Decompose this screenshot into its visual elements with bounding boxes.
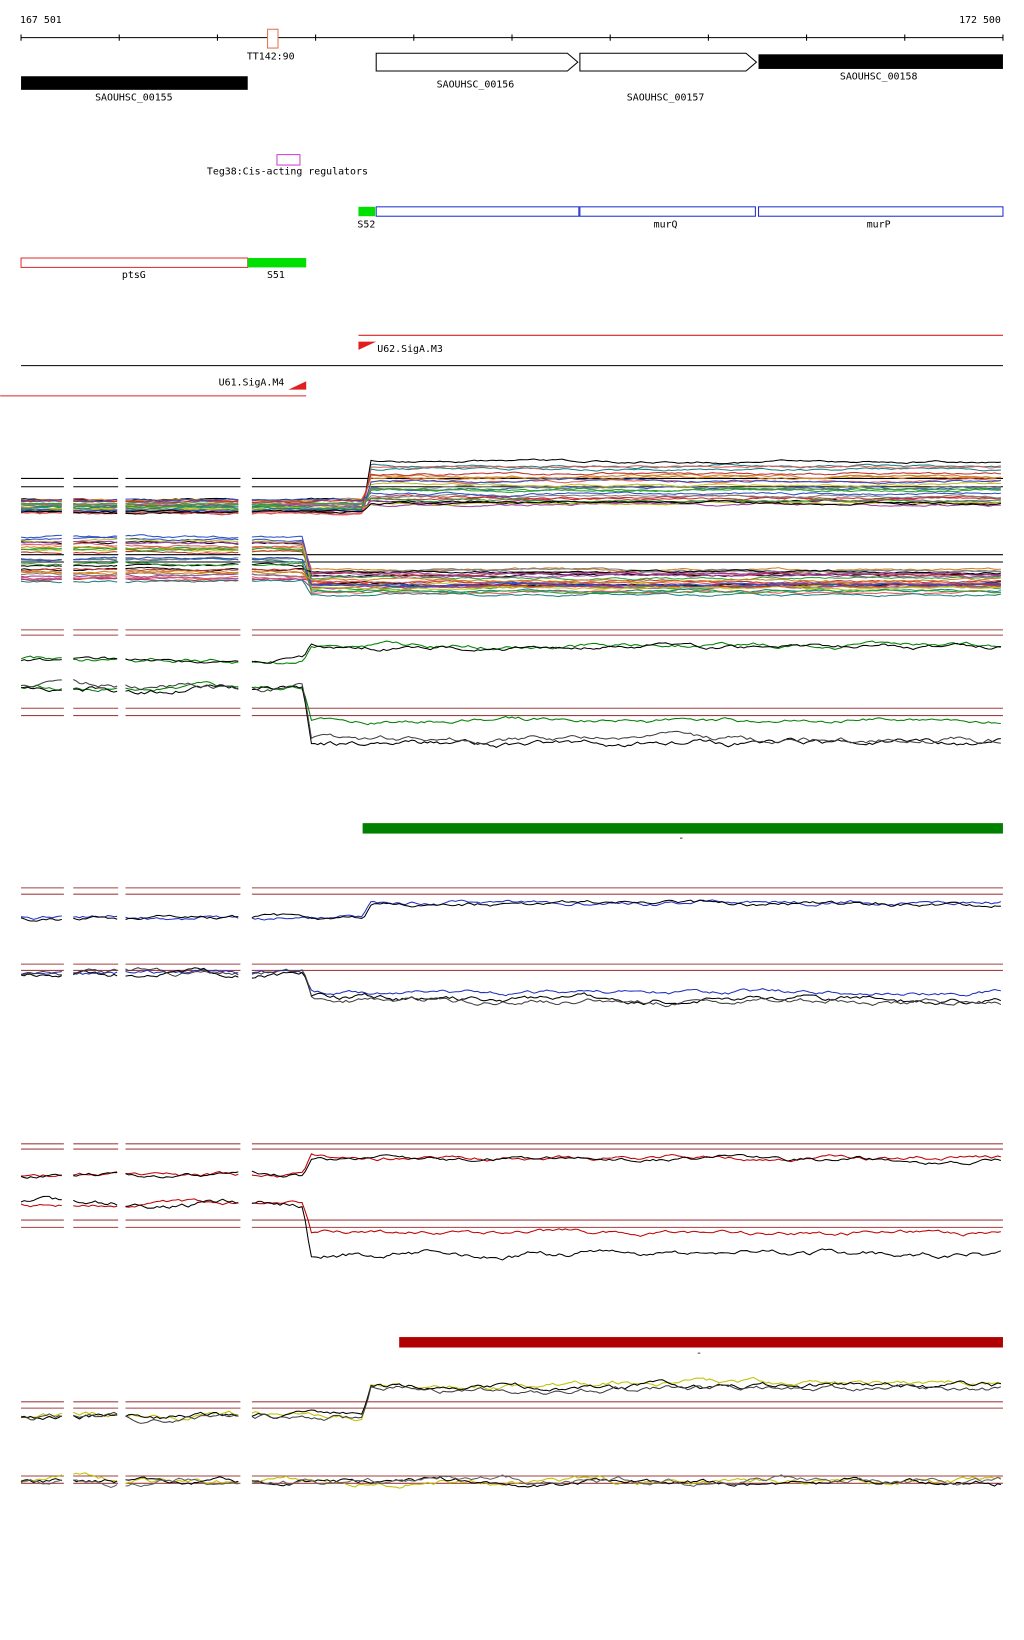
trace [20, 1476, 1002, 1488]
terminator [267, 28, 279, 49]
trace [20, 542, 1001, 595]
feature-label: ptsG [122, 270, 146, 281]
promoter-label: U61.SigA.M4 [219, 377, 285, 388]
feature-label: S52 [357, 220, 375, 231]
region-bar [399, 1337, 1003, 1348]
trace [21, 556, 1001, 574]
transcript [579, 206, 756, 217]
segment [247, 258, 307, 268]
trace [20, 1379, 1001, 1421]
gene [21, 76, 248, 90]
trace [21, 1153, 1002, 1178]
trace [20, 679, 1001, 746]
feature-label: murQ [654, 220, 678, 231]
ruler-start: 167 501 [20, 15, 62, 26]
bar-label: - [696, 1348, 702, 1359]
trace [20, 1376, 1002, 1422]
trace [21, 477, 1001, 514]
trace [21, 567, 1001, 588]
trace [20, 684, 1001, 748]
ruler-end: 172 500 [959, 15, 1001, 26]
trace [20, 475, 1001, 503]
trace [20, 899, 1001, 922]
feature-label: murP [867, 220, 891, 231]
trace [20, 1198, 1001, 1237]
trace [20, 540, 1001, 576]
trace [20, 548, 1001, 588]
trace [20, 487, 1001, 510]
feature-label: SAOUHSC_00157 [627, 92, 705, 103]
trace [20, 967, 1002, 1006]
feature-label: TT142:90 [247, 52, 295, 63]
trace [20, 1153, 1002, 1179]
trace [20, 642, 1001, 664]
trace [21, 967, 1002, 1008]
trace [20, 545, 1001, 573]
feature-label: S51 [267, 270, 285, 281]
gene-arrow [579, 52, 758, 72]
gene-arrow [375, 52, 579, 72]
feature-label: SAOUHSC_00158 [840, 71, 918, 82]
trace [20, 1195, 1002, 1261]
trace [20, 579, 1001, 598]
gene [758, 54, 1003, 69]
trace [21, 491, 1001, 503]
transcript [757, 206, 1004, 217]
trace [20, 576, 1001, 590]
promoter-label: U62.SigA.M3 [377, 344, 443, 355]
regulator [276, 154, 301, 166]
ruler-ticks [20, 34, 1004, 41]
trace [20, 969, 1001, 997]
trace [21, 466, 1001, 511]
trace [21, 561, 1001, 595]
feature-label: SAOUHSC_00156 [437, 80, 515, 91]
promoter-flag [358, 341, 377, 364]
trace [21, 575, 1001, 585]
trace [21, 493, 1001, 507]
trace [21, 569, 1001, 578]
feature-label: Teg38:Cis-acting regulators [207, 166, 368, 177]
trace [20, 1474, 1002, 1489]
feature-label: SAOUHSC_00155 [95, 92, 173, 103]
trace [21, 477, 1001, 516]
trace [21, 562, 1001, 588]
expression-tracks [20, 458, 1003, 1489]
trace [21, 534, 1001, 589]
trace [20, 681, 1001, 726]
trace [21, 550, 1001, 577]
trace [20, 1472, 1001, 1489]
region-bar [362, 823, 1003, 834]
trace [20, 640, 1001, 665]
transcript [20, 257, 249, 268]
trace [20, 500, 1001, 514]
trace [21, 536, 1001, 588]
promoter-flag [288, 366, 307, 390]
trace [20, 538, 1001, 591]
trace [21, 546, 1001, 581]
transcript [375, 206, 580, 217]
trace [20, 570, 1001, 584]
bar-label: - [678, 833, 684, 844]
trace [20, 556, 1001, 588]
trace [20, 1383, 1002, 1424]
segment [358, 206, 376, 217]
